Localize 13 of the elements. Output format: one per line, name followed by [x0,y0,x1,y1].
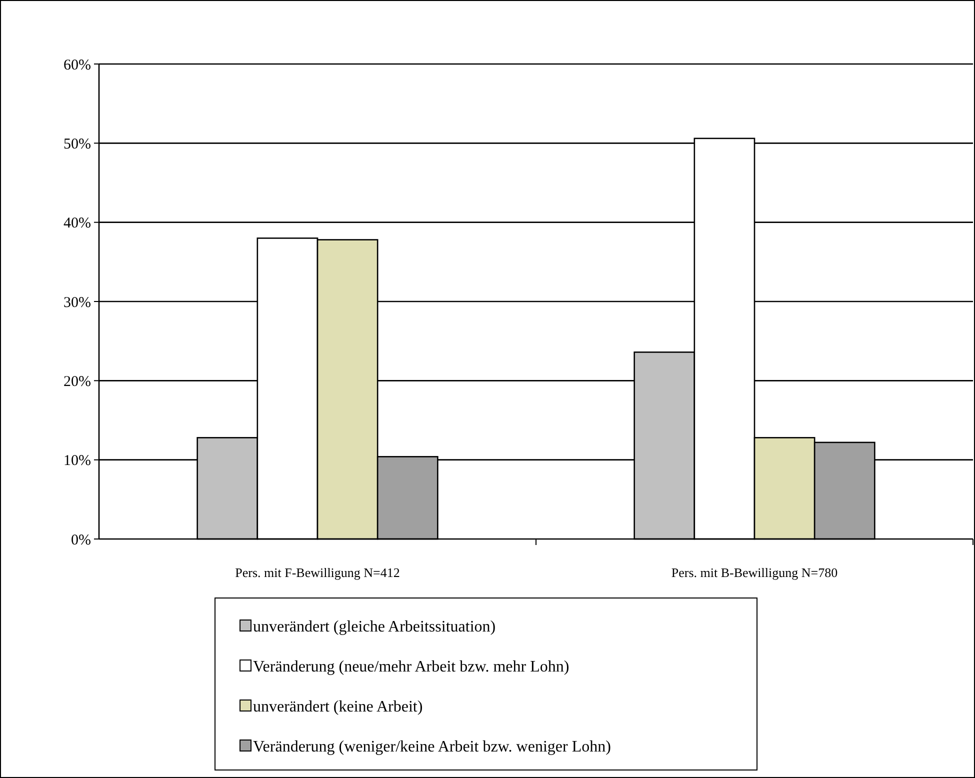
y-tick-label: 60% [64,57,91,74]
y-tick-label: 20% [64,374,91,390]
x-tick-label: Pers. mit B-Bewilligung N=780 [671,565,838,580]
y-tick-label: 40% [64,216,91,232]
legend-label: unverändert (keine Arbeit) [253,698,423,716]
legend-label: Veränderung (weniger/keine Arbeit bzw. weniger Lohn) [253,738,611,756]
y-tick-label: 10% [64,453,91,470]
y-tick-label: 30% [64,294,91,311]
y-tick-label: 50% [64,136,91,152]
x-tick-label: Pers. mit F-Bewilligung N=412 [235,565,400,580]
legend-label: Veränderung (neue/mehr Arbeit bzw. mehr Lohn) [253,658,570,676]
y-tick-label: 0% [71,532,91,548]
legend-label: unverändert (gleiche Arbeitssituation) [253,618,496,636]
